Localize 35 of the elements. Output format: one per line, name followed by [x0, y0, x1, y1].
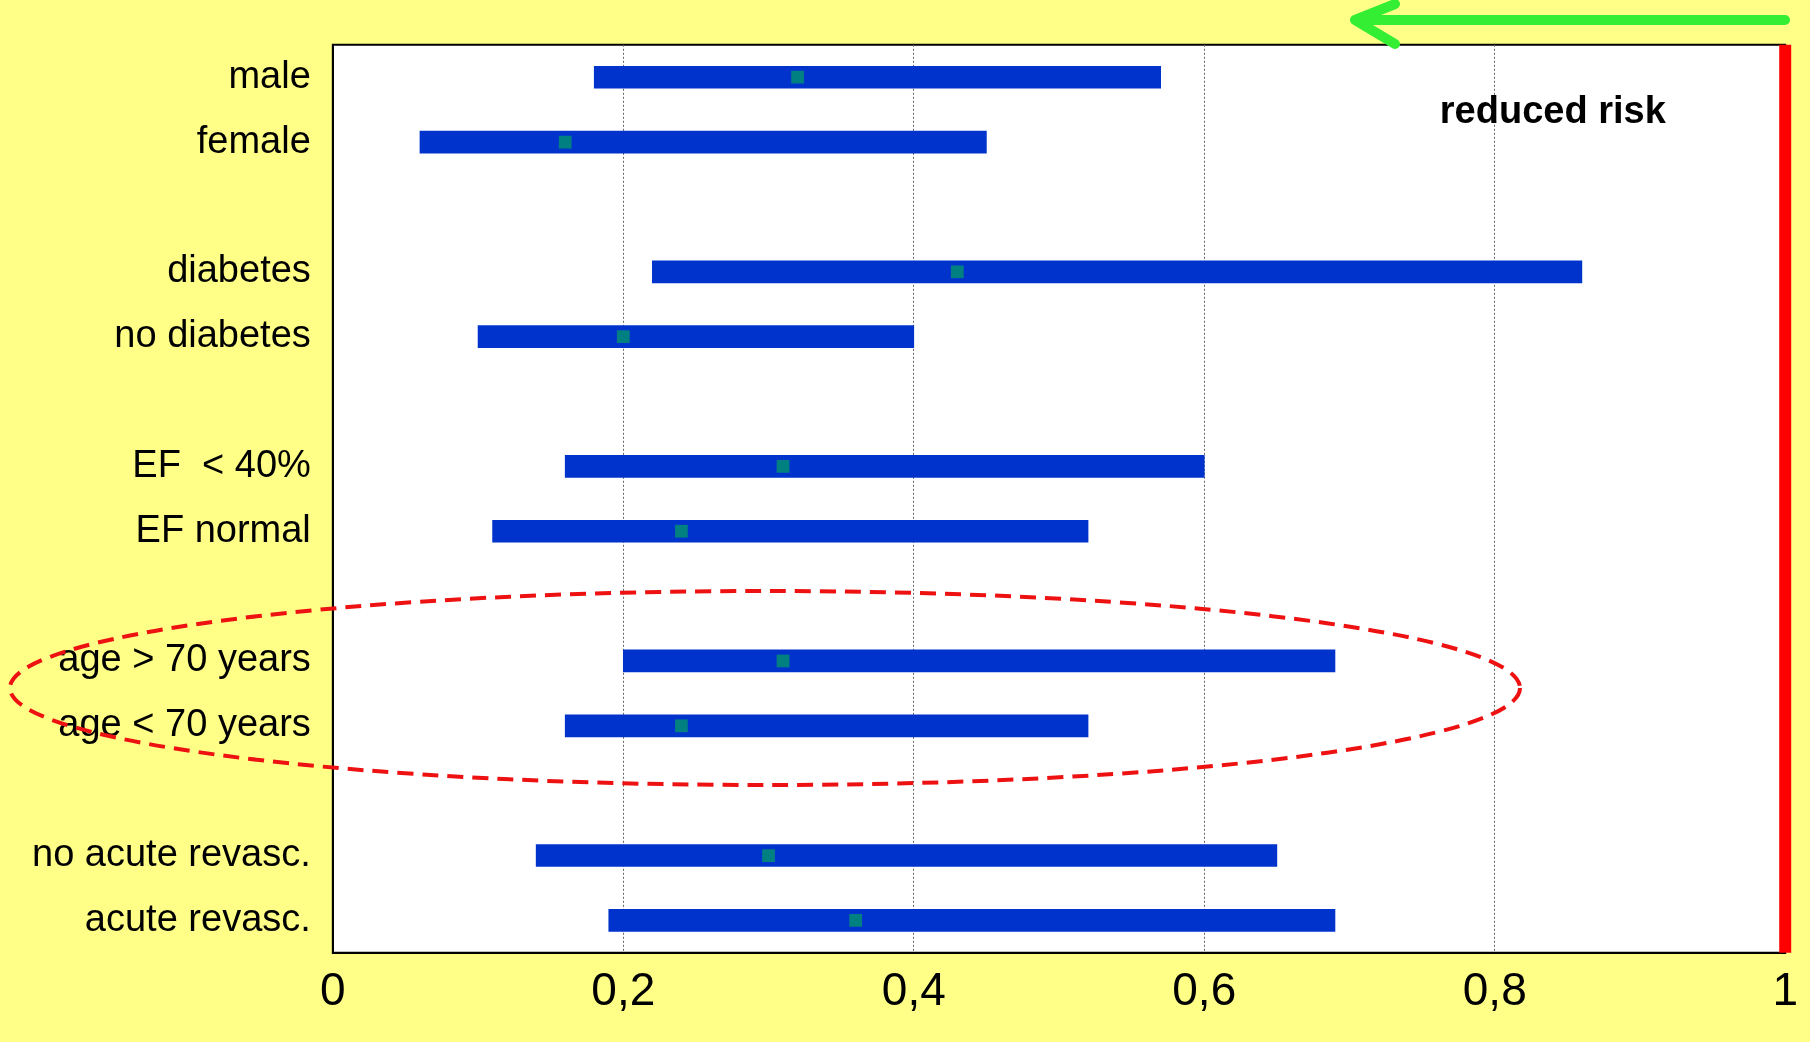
point: [675, 524, 688, 538]
point: [675, 719, 688, 733]
annotation: reduced risk: [1439, 88, 1667, 131]
x-tick-label: 0,4: [881, 963, 946, 1016]
y-tick-label: male: [228, 53, 311, 96]
y-tick-label: no diabetes: [114, 313, 311, 356]
x-tick-label: 0,2: [591, 963, 656, 1016]
y-tick-label: diabetes: [167, 248, 311, 291]
x-tick-label: 0,8: [1462, 963, 1527, 1016]
point: [849, 914, 863, 927]
point: [762, 849, 775, 862]
bar: [477, 325, 915, 348]
bar: [564, 714, 1089, 738]
y-tick-label: EF < 40%: [132, 442, 311, 485]
x-tick-label: 0,6: [1172, 963, 1237, 1016]
y-tick-label: female: [196, 118, 311, 161]
y-tick-label: no acute revasc.: [31, 832, 311, 874]
bar: [564, 455, 1205, 478]
point: [950, 265, 964, 279]
bar: [535, 844, 1278, 867]
bar: [492, 519, 1089, 543]
point: [616, 330, 630, 344]
x-tick-label: 1: [1772, 963, 1799, 1016]
point: [558, 135, 572, 149]
bar: [419, 130, 987, 154]
x-tick-label: 0: [320, 963, 346, 1016]
point: [791, 70, 804, 84]
bar: [608, 909, 1336, 932]
y-tick-label: EF normal: [135, 507, 311, 550]
bar: [622, 649, 1336, 673]
bar: [652, 260, 1583, 284]
bar: [593, 65, 1162, 89]
y-tick-label: age > 70 years: [58, 637, 311, 680]
point: [776, 460, 790, 473]
y-tick-label: acute revasc.: [84, 896, 311, 939]
